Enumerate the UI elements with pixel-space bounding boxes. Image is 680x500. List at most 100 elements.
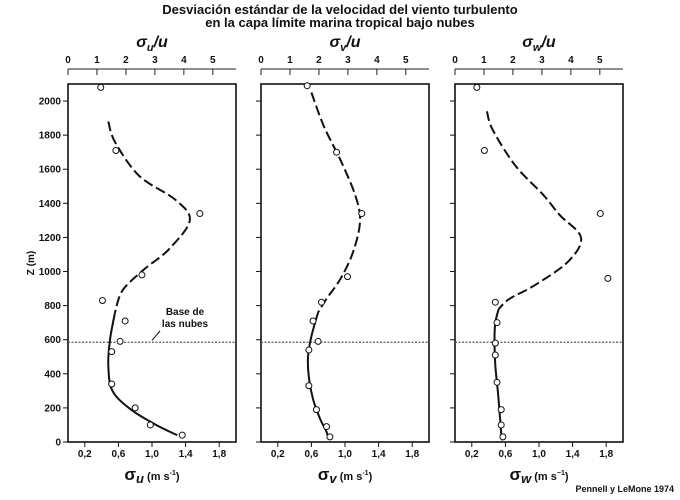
panel-2-data-point-2 [358,210,366,218]
panel-2-bottom-tick-label-1: 0,6 [304,449,318,460]
panel-1-top-tick-label-3: 3 [152,55,158,66]
panel-2-data-point-6 [314,337,322,345]
panel-2-bottom-tick-label-4: 1,8 [405,449,419,460]
panel-2-data-point-11 [326,433,334,441]
panel-1-x-axis-label: σu (m s-1) [124,465,180,486]
panel-1-data-point-10 [146,421,154,429]
panel-3-data-point-11 [499,433,507,441]
panel-1-bottom-tick-label-0: 0,2 [78,449,92,460]
panel-3-data-point-2 [596,210,604,218]
panel-1-data-point-4 [98,297,106,305]
panel-2-data-point-8 [305,382,313,390]
panel-3-frame [454,83,624,443]
panel-2-data-point-4 [317,298,325,306]
panel-1-title: σu/u [136,34,168,54]
cloud-base-label-line-2: las nubes [162,319,209,330]
panel-1-bottom-tick-label-1: 0,6 [111,449,125,460]
y-tick-label-9: 1800 [39,131,62,142]
panel-3-data-point-10 [497,421,505,429]
panel-2-frame [260,83,430,443]
panel-1-top-tick-label-5: 5 [210,55,216,66]
y-tick-label-7: 1400 [39,199,62,210]
panel-3-data-point-1 [480,146,488,154]
panel-3-top-tick-label-3: 3 [539,55,545,66]
panel-1-data-point-11 [178,431,186,439]
panel-3-bottom-tick-label-0: 0,2 [465,449,479,460]
panel-1-data-point-5 [121,317,129,325]
panel-1-data-point-6 [116,337,124,345]
y-axis-label: Z (m) [26,251,37,275]
panel-3-data-point-7 [491,351,499,359]
panel-3-fit-curve-solid [493,308,503,441]
panel-3-data-point-4 [491,298,499,306]
panel-2-data-point-9 [312,406,320,414]
y-tick-label-0: 0 [55,438,61,449]
panel-3-data-point-0 [473,83,481,91]
panel-1-bottom-tick-label-3: 1,4 [179,449,193,460]
panel-1-data-point-7 [108,348,116,356]
cloud-base-label-line-1: Base de [166,307,205,318]
panel-1-data-point-1 [112,146,120,154]
panel-3-top-tick-label-4: 4 [568,55,574,66]
panel-2-bottom-tick-label-0: 0,2 [271,449,285,460]
panel-3-bottom-tick-label-4: 1,8 [599,449,613,460]
panel-2-top-tick-label-5: 5 [403,55,409,66]
cloud-base-pointer [151,330,161,341]
panel-2-top-tick-label-3: 3 [345,55,351,66]
panel-3-bottom-tick-label-3: 1,4 [566,449,580,460]
panel-1-data-point-8 [108,380,116,388]
source-credit: Pennell y LeMone 1974 [575,484,674,494]
panel-2-data-point-7 [305,346,313,354]
panel-3-x-axis-label: σw (m s−1) [509,465,568,486]
panel-3-fit-curve-dashed [485,110,583,310]
panel-2-top-tick-label-4: 4 [374,55,380,66]
panel-2-bottom-tick-label-2: 1,0 [338,449,352,460]
y-tick-label-5: 1000 [39,267,62,278]
panel-1-data-point-3 [138,271,146,279]
panel-2-x-axis-label: σv (m s-1) [318,465,373,486]
y-tick-label-8: 1600 [39,165,62,176]
y-tick-label-4: 800 [44,301,61,312]
y-tick-label-10: 2000 [39,97,62,108]
panel-2-data-point-3 [344,273,352,281]
panel-3-data-point-5 [493,319,501,327]
panel-3-data-point-8 [493,378,501,386]
panel-3-top-tick-label-1: 1 [481,55,487,66]
panel-3-top-tick-label-0: 0 [452,55,458,66]
panel-2-top-tick-label-0: 0 [258,55,264,66]
panel-1-top-tick-label-0: 0 [65,55,71,66]
panel-2-fit-curve-solid [306,312,330,439]
y-tick-label-1: 200 [44,403,61,414]
chart-title-line-2: en la capa límite marina tropical bajo n… [205,15,475,30]
panel-2-fit-curve-dashed [310,92,362,313]
chart-title-line-1: Desviación estándar de la velocidad del … [162,2,518,17]
panel-2-top-tick-label-2: 2 [316,55,322,66]
panel-2-data-point-1 [333,148,341,156]
panel-3-data-point-6 [491,339,499,347]
panel-2-data-point-10 [323,423,331,431]
panel-3-bottom-tick-label-2: 1,0 [532,449,546,460]
y-tick-label-6: 1200 [39,233,62,244]
panel-1-top-tick-label-2: 2 [123,55,129,66]
panel-1-fit-curve-solid [107,312,178,437]
panel-3-data-point-3 [604,274,612,282]
panel-2-bottom-tick-label-3: 1,4 [372,449,386,460]
panel-1-fit-curve-dashed [107,121,191,313]
panel-1-bottom-tick-label-2: 1,0 [145,449,159,460]
panel-3-title: σw/u [522,34,556,54]
panel-2-title: σv/u [330,34,361,54]
panel-2-data-point-5 [309,317,317,325]
panel-3-top-tick-label-2: 2 [510,55,516,66]
panel-1-top-tick-label-1: 1 [94,55,100,66]
y-tick-label-3: 600 [44,335,61,346]
panel-2-top-tick-label-1: 1 [287,55,293,66]
y-tick-label-2: 400 [44,369,61,380]
panel-1-data-point-2 [196,210,204,218]
panel-1-top-tick-label-4: 4 [181,55,187,66]
panel-3-top-tick-label-5: 5 [597,55,603,66]
panel-3-data-point-9 [497,406,505,414]
panel-1-data-point-9 [131,404,139,412]
panel-1-bottom-tick-label-4: 1,8 [212,449,226,460]
panel-2-data-point-0 [303,82,311,90]
